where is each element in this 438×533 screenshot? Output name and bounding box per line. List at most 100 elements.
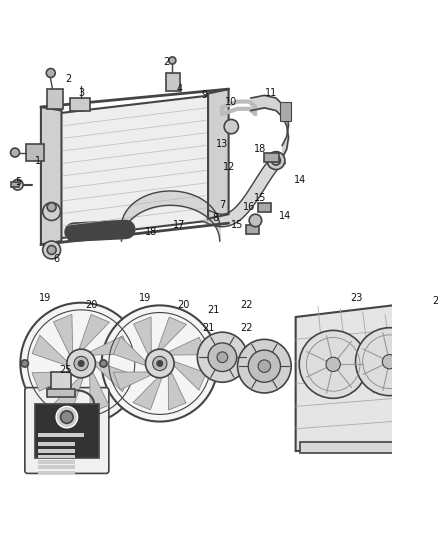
Text: 8: 8 <box>212 213 218 223</box>
Polygon shape <box>168 337 206 355</box>
Circle shape <box>326 357 340 372</box>
Circle shape <box>267 152 285 169</box>
Text: 21: 21 <box>207 305 219 315</box>
Polygon shape <box>59 95 211 238</box>
Circle shape <box>217 352 228 362</box>
Polygon shape <box>90 372 109 413</box>
Polygon shape <box>53 314 73 355</box>
Circle shape <box>224 119 238 134</box>
Circle shape <box>299 330 367 398</box>
Circle shape <box>12 180 23 190</box>
Circle shape <box>47 246 56 254</box>
Bar <box>38 460 75 464</box>
Text: 20: 20 <box>177 301 189 310</box>
Text: 7: 7 <box>219 200 226 211</box>
Text: 3: 3 <box>78 87 84 98</box>
Circle shape <box>258 360 271 373</box>
Bar <box>258 203 271 212</box>
Bar <box>265 154 279 163</box>
Text: 4: 4 <box>177 84 183 94</box>
Text: 5: 5 <box>15 177 22 187</box>
Text: 21: 21 <box>202 322 214 333</box>
Circle shape <box>169 57 176 64</box>
Circle shape <box>42 203 60 221</box>
Bar <box>280 102 291 122</box>
Text: 18: 18 <box>145 227 157 237</box>
Bar <box>47 89 63 109</box>
Text: 23: 23 <box>350 293 363 303</box>
Text: 13: 13 <box>216 140 229 149</box>
Text: 12: 12 <box>223 162 236 172</box>
Polygon shape <box>79 314 110 349</box>
FancyBboxPatch shape <box>25 387 109 473</box>
Polygon shape <box>133 377 162 410</box>
Circle shape <box>157 361 162 366</box>
Text: 20: 20 <box>86 301 98 310</box>
Bar <box>71 98 90 110</box>
Text: 22: 22 <box>240 322 253 333</box>
Text: 14: 14 <box>279 211 291 221</box>
Circle shape <box>47 203 56 212</box>
Text: 22: 22 <box>240 301 253 310</box>
Bar <box>38 442 75 446</box>
Circle shape <box>356 328 424 395</box>
Circle shape <box>248 350 280 382</box>
Circle shape <box>237 340 291 393</box>
Text: 1: 1 <box>35 156 41 166</box>
Text: 14: 14 <box>294 175 306 185</box>
Bar <box>35 403 99 458</box>
Text: 19: 19 <box>139 293 152 303</box>
Text: 17: 17 <box>173 220 186 230</box>
Circle shape <box>78 361 84 366</box>
Text: 19: 19 <box>39 293 52 303</box>
Bar <box>11 182 18 188</box>
Text: 2: 2 <box>66 74 72 84</box>
Text: 6: 6 <box>53 254 59 264</box>
Polygon shape <box>168 372 186 410</box>
Circle shape <box>272 156 280 165</box>
Bar <box>247 225 259 234</box>
Polygon shape <box>113 337 146 366</box>
Circle shape <box>145 349 174 378</box>
Bar <box>38 471 75 474</box>
Polygon shape <box>53 377 83 413</box>
Polygon shape <box>32 335 67 366</box>
Text: 25: 25 <box>59 365 71 375</box>
Text: 18: 18 <box>254 144 266 154</box>
Bar <box>166 73 180 91</box>
Circle shape <box>56 406 78 428</box>
Text: 15: 15 <box>254 193 266 203</box>
Circle shape <box>74 357 88 370</box>
Text: 9: 9 <box>201 90 208 100</box>
Text: 10: 10 <box>225 96 237 107</box>
Circle shape <box>198 332 247 382</box>
Bar <box>300 442 416 453</box>
Polygon shape <box>204 152 285 227</box>
Text: 16: 16 <box>243 202 255 212</box>
Polygon shape <box>174 361 206 390</box>
Bar <box>26 144 44 160</box>
Bar <box>38 433 84 437</box>
Bar <box>38 455 75 458</box>
Polygon shape <box>158 317 187 349</box>
Bar <box>47 389 75 398</box>
Polygon shape <box>208 89 229 219</box>
Circle shape <box>100 360 107 367</box>
Circle shape <box>21 360 28 367</box>
Circle shape <box>102 305 218 422</box>
Circle shape <box>20 303 142 424</box>
Bar <box>38 449 75 453</box>
Text: 24: 24 <box>432 296 438 306</box>
Circle shape <box>382 354 397 369</box>
Circle shape <box>42 241 60 259</box>
Polygon shape <box>134 317 151 355</box>
Circle shape <box>11 148 19 157</box>
Circle shape <box>60 411 73 423</box>
Polygon shape <box>113 372 151 390</box>
Polygon shape <box>90 336 131 355</box>
Circle shape <box>46 69 55 77</box>
Circle shape <box>249 214 261 227</box>
Circle shape <box>208 343 237 372</box>
Circle shape <box>67 349 95 378</box>
Circle shape <box>152 357 167 370</box>
